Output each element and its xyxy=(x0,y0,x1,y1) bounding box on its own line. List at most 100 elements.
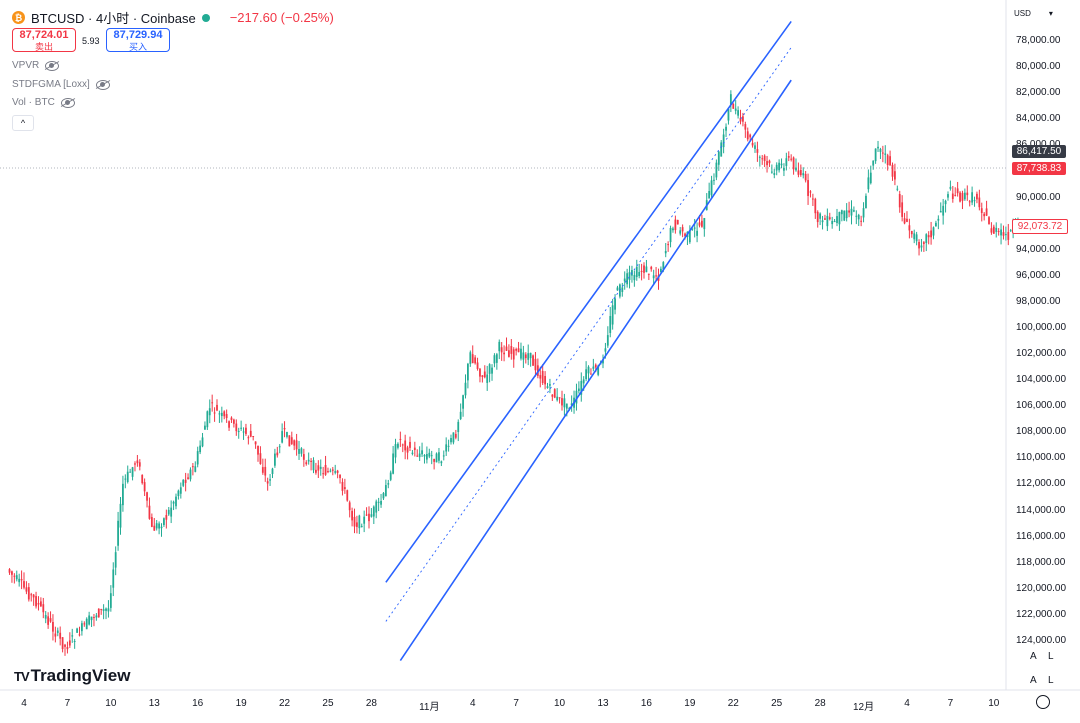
candle-body xyxy=(8,569,11,573)
candle-body xyxy=(257,445,259,455)
candle-body xyxy=(281,431,284,443)
candle-body xyxy=(454,433,457,438)
candle-body xyxy=(457,421,460,433)
candle-body xyxy=(985,208,988,216)
candle-body xyxy=(520,348,522,359)
candle-body xyxy=(918,241,920,249)
candle-body xyxy=(295,440,298,450)
channel-middle-line xyxy=(385,47,792,622)
candle-body xyxy=(68,640,71,646)
log-scale-button-2[interactable]: L xyxy=(1048,675,1054,686)
eye-hidden-icon[interactable] xyxy=(60,97,75,108)
candle-body xyxy=(833,221,836,223)
candle-body xyxy=(628,272,631,280)
candle-body xyxy=(418,453,421,458)
candle-body xyxy=(927,235,930,238)
candle-body xyxy=(442,455,445,457)
symbol-title[interactable]: BTCUSD · 4小时 · Coinbase xyxy=(31,11,196,26)
candle-body xyxy=(37,603,40,605)
candle-body xyxy=(676,219,679,225)
candle-body xyxy=(126,471,129,482)
indicator-stdfgma[interactable]: STDFGMA [Loxx] xyxy=(12,79,110,90)
candle-body xyxy=(240,427,243,429)
eye-hidden-icon[interactable] xyxy=(45,60,60,71)
candle-body xyxy=(25,587,28,592)
buy-button[interactable]: 87,729.94 买入 xyxy=(106,28,170,52)
log-scale-button[interactable]: L xyxy=(1048,651,1054,662)
price-tick: 114,000.00 xyxy=(1016,504,1066,516)
candle-body xyxy=(189,469,192,480)
price-tick: 94,000.00 xyxy=(1016,243,1061,255)
candle-body xyxy=(836,216,838,223)
auto-scale-button-2[interactable]: A xyxy=(1030,675,1037,686)
candle-body xyxy=(331,469,334,471)
candle-body xyxy=(97,608,100,618)
candle-body xyxy=(1002,232,1005,236)
sell-label: 卖出 xyxy=(34,42,53,52)
candle-body xyxy=(274,453,276,466)
time-tick: 10 xyxy=(554,698,566,709)
price-tick: 108,000.00 xyxy=(1016,426,1067,438)
candle-body xyxy=(146,492,148,501)
candle-body xyxy=(430,455,433,457)
time-tick: 13 xyxy=(597,698,609,709)
candle-body xyxy=(780,163,783,166)
candle-body xyxy=(327,471,329,473)
candle-body xyxy=(235,423,238,432)
chevron-up-icon: ^ xyxy=(20,118,26,128)
candle-body xyxy=(307,459,310,462)
candle-body xyxy=(990,228,993,233)
auto-scale-button[interactable]: A xyxy=(1030,651,1037,662)
candle-body xyxy=(580,380,583,395)
candle-body xyxy=(758,156,761,158)
candle-body xyxy=(187,477,189,479)
candle-body xyxy=(720,142,723,157)
candle-body xyxy=(336,470,339,473)
indicator-volume[interactable]: Vol · BTC xyxy=(12,97,75,108)
candle-body xyxy=(660,268,662,273)
time-tick: 4 xyxy=(904,698,910,709)
tradingview-logo[interactable]: TV TradingView xyxy=(14,666,130,686)
candle-body xyxy=(713,179,715,181)
settings-gear-icon[interactable] xyxy=(1036,695,1050,709)
candle-body xyxy=(532,355,534,366)
candle-body xyxy=(440,461,443,464)
candle-body xyxy=(763,155,766,161)
candle-body xyxy=(264,466,267,476)
candle-body xyxy=(71,635,74,637)
candle-body xyxy=(329,470,332,472)
price-change: −217.60 (−0.25%) xyxy=(229,10,334,25)
candle-body xyxy=(201,437,204,447)
price-tick: 100,000.00 xyxy=(1016,321,1067,333)
price-tick: 118,000.00 xyxy=(1016,556,1066,568)
candle-body xyxy=(935,222,937,227)
time-tick: 22 xyxy=(278,698,291,709)
candle-body xyxy=(696,230,698,236)
price-tick: 112,000.00 xyxy=(1016,478,1066,490)
time-tick: 13 xyxy=(148,698,160,709)
candle-body xyxy=(220,412,223,417)
candle-body xyxy=(498,341,501,352)
candle-body xyxy=(20,579,23,581)
candle-body xyxy=(819,213,822,219)
candle-body xyxy=(992,226,995,234)
candle-body xyxy=(717,151,720,165)
candle-body xyxy=(32,594,35,598)
sell-button[interactable]: 87,724.01 卖出 xyxy=(12,28,76,52)
currency-selector[interactable]: USD ▾ xyxy=(1014,8,1053,19)
candle-body xyxy=(961,192,964,201)
candle-body xyxy=(925,234,928,244)
candle-body xyxy=(141,474,144,484)
candle-body xyxy=(855,215,858,217)
eye-hidden-icon[interactable] xyxy=(95,79,110,90)
indicator-vpvr[interactable]: VPVR xyxy=(12,60,60,71)
candle-body xyxy=(785,158,788,166)
candle-body xyxy=(319,466,322,469)
candle-body xyxy=(493,355,496,364)
candle-body xyxy=(11,571,13,575)
candle-body xyxy=(66,647,69,650)
candle-body xyxy=(271,468,274,474)
candle-body xyxy=(575,390,578,404)
collapse-indicators-button[interactable]: ^ xyxy=(12,115,34,131)
